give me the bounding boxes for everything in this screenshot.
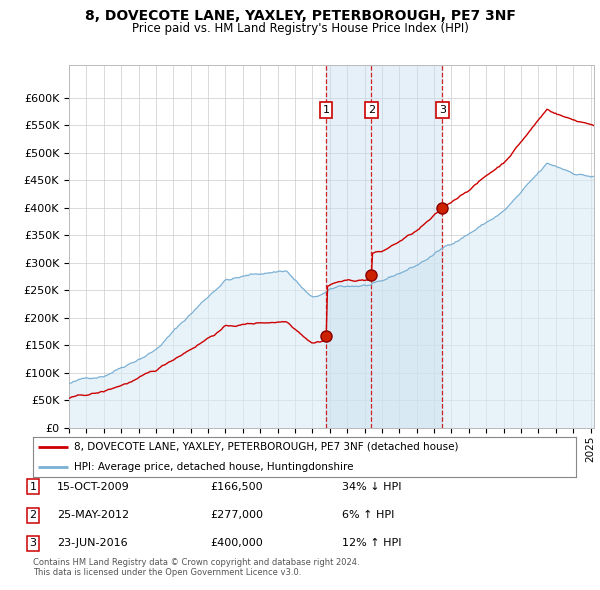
Text: £166,500: £166,500 [210, 482, 263, 491]
Text: 15-OCT-2009: 15-OCT-2009 [57, 482, 130, 491]
Text: Price paid vs. HM Land Registry's House Price Index (HPI): Price paid vs. HM Land Registry's House … [131, 22, 469, 35]
Text: 25-MAY-2012: 25-MAY-2012 [57, 510, 129, 520]
Text: 12% ↑ HPI: 12% ↑ HPI [342, 539, 401, 548]
Text: 3: 3 [439, 105, 446, 115]
Text: 34% ↓ HPI: 34% ↓ HPI [342, 482, 401, 491]
Text: 6% ↑ HPI: 6% ↑ HPI [342, 510, 394, 520]
Text: 1: 1 [29, 482, 37, 491]
Text: 1: 1 [323, 105, 329, 115]
Text: £277,000: £277,000 [210, 510, 263, 520]
Bar [326, 65, 442, 428]
Text: 2: 2 [29, 510, 37, 520]
Text: £400,000: £400,000 [210, 539, 263, 548]
Text: Contains HM Land Registry data © Crown copyright and database right 2024.
This d: Contains HM Land Registry data © Crown c… [33, 558, 359, 577]
Text: 8, DOVECOTE LANE, YAXLEY, PETERBOROUGH, PE7 3NF (detached house): 8, DOVECOTE LANE, YAXLEY, PETERBOROUGH, … [74, 442, 458, 451]
Text: 8, DOVECOTE LANE, YAXLEY, PETERBOROUGH, PE7 3NF: 8, DOVECOTE LANE, YAXLEY, PETERBOROUGH, … [85, 9, 515, 23]
Text: HPI: Average price, detached house, Huntingdonshire: HPI: Average price, detached house, Hunt… [74, 462, 353, 471]
Text: 23-JUN-2016: 23-JUN-2016 [57, 539, 128, 548]
Text: 2: 2 [368, 105, 375, 115]
Text: 3: 3 [29, 539, 37, 548]
